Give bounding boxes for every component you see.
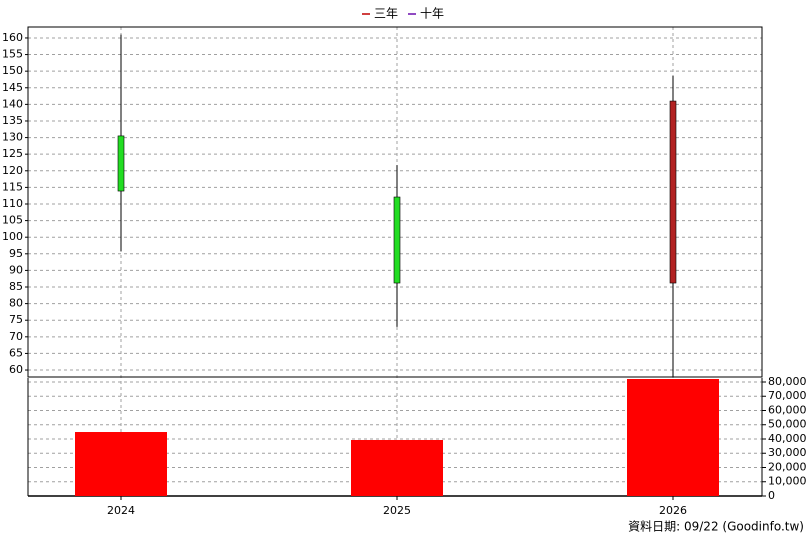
y2-tick-label: 20,000 bbox=[768, 460, 807, 473]
y2-tick-label: 30,000 bbox=[768, 446, 807, 459]
candle-body bbox=[393, 196, 401, 284]
y-tick-label: 125 bbox=[2, 147, 23, 160]
y-tick-label: 110 bbox=[2, 197, 23, 210]
volume-bar bbox=[351, 439, 443, 496]
y-tick-label: 90 bbox=[9, 263, 23, 276]
y2-tick-label: 10,000 bbox=[768, 475, 807, 488]
y-tick-label: 130 bbox=[2, 131, 23, 144]
price-frame bbox=[27, 26, 763, 378]
y-tick-label: 70 bbox=[9, 330, 23, 343]
y-tick-label: 140 bbox=[2, 97, 23, 110]
y2-tick-label: 80,000 bbox=[768, 375, 807, 388]
y2-tick-label: 50,000 bbox=[768, 418, 807, 431]
candle-body bbox=[117, 135, 125, 192]
x-tick-label: 2025 bbox=[383, 504, 411, 517]
y-tick-label: 75 bbox=[9, 313, 23, 326]
legend-label: 十年 bbox=[420, 7, 444, 21]
y-tick-label: 160 bbox=[2, 31, 23, 44]
x-tick-label: 2026 bbox=[659, 504, 687, 517]
volume-bar bbox=[75, 432, 167, 496]
y-tick-label: 150 bbox=[2, 64, 23, 77]
legend-label: 三年 bbox=[374, 7, 398, 21]
y-tick-label: 120 bbox=[2, 164, 23, 177]
y-tick-label: 155 bbox=[2, 48, 23, 61]
y-tick-label: 95 bbox=[9, 247, 23, 260]
y-tick-label: 85 bbox=[9, 280, 23, 293]
y-tick-label: 65 bbox=[9, 346, 23, 359]
y-tick-label: 60 bbox=[9, 363, 23, 376]
y-tick-label: 105 bbox=[2, 214, 23, 227]
y2-tick-label: 60,000 bbox=[768, 403, 807, 416]
y2-tick-label: 70,000 bbox=[768, 389, 807, 402]
y-tick-label: 135 bbox=[2, 114, 23, 127]
candle-body bbox=[669, 100, 677, 284]
y-tick-label: 100 bbox=[2, 230, 23, 243]
y-tick-label: 145 bbox=[2, 81, 23, 94]
footnote: 資料日期: 09/22 (Goodinfo.tw) bbox=[628, 520, 804, 534]
y2-tick-label: 40,000 bbox=[768, 432, 807, 445]
y-tick-label: 115 bbox=[2, 180, 23, 193]
y2-tick-label: 0 bbox=[768, 489, 775, 502]
y-tick-label: 80 bbox=[9, 297, 23, 310]
volume-bar bbox=[627, 378, 719, 496]
x-tick-label: 2024 bbox=[107, 504, 135, 517]
